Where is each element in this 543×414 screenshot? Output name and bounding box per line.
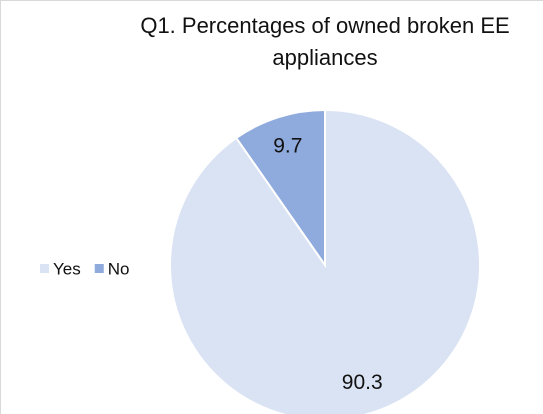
legend-label: No [108, 259, 130, 278]
data-label: 90.3 [342, 371, 383, 394]
legend-swatch [94, 264, 104, 273]
pie-slice [234, 108, 326, 269]
legend-swatch [40, 264, 49, 273]
legend-label: Yes [53, 259, 81, 278]
pie-slice [169, 108, 481, 414]
data-label: 9.7 [273, 134, 302, 157]
chart-title: Q1. Percentages of owned broken EE appli… [140, 13, 510, 70]
